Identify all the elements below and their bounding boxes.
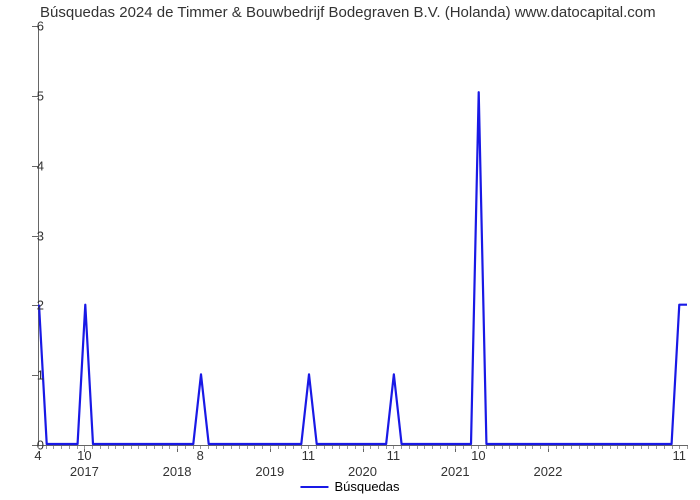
x-minor-tick: [339, 446, 340, 449]
count-label: 11: [387, 448, 401, 463]
x-minor-tick: [53, 446, 54, 449]
x-minor-tick: [363, 446, 364, 449]
x-minor-tick: [594, 446, 595, 449]
count-label: 11: [673, 448, 687, 463]
x-minor-tick: [641, 446, 642, 449]
x-minor-tick: [548, 446, 549, 449]
x-minor-tick: [239, 446, 240, 449]
x-minor-tick: [247, 446, 248, 449]
count-label: 4: [34, 448, 41, 463]
x-minor-tick: [355, 446, 356, 449]
x-minor-tick: [687, 446, 688, 449]
x-minor-tick: [162, 446, 163, 449]
x-tick-label: 2020: [348, 464, 377, 479]
x-minor-tick: [440, 446, 441, 449]
x-minor-tick: [123, 446, 124, 449]
x-minor-tick: [332, 446, 333, 449]
x-minor-tick: [278, 446, 279, 449]
x-minor-tick: [648, 446, 649, 449]
x-minor-tick: [100, 446, 101, 449]
x-minor-tick: [432, 446, 433, 449]
x-minor-tick: [556, 446, 557, 449]
x-minor-tick: [409, 446, 410, 449]
x-minor-tick: [154, 446, 155, 449]
x-minor-tick: [185, 446, 186, 449]
y-tick-label: 4: [24, 158, 44, 173]
legend-swatch: [300, 486, 328, 488]
chart-container: Búsquedas 2024 de Timmer & Bouwbedrijf B…: [0, 0, 700, 500]
count-label: 10: [471, 448, 485, 463]
x-minor-tick: [262, 446, 263, 449]
x-minor-tick: [370, 446, 371, 449]
plot-area: [38, 26, 688, 446]
x-minor-tick: [270, 446, 271, 449]
x-minor-tick: [633, 446, 634, 449]
x-minor-tick: [293, 446, 294, 449]
x-minor-tick: [61, 446, 62, 449]
x-minor-tick: [69, 446, 70, 449]
x-minor-tick: [378, 446, 379, 449]
x-minor-tick: [517, 446, 518, 449]
x-minor-tick: [347, 446, 348, 449]
x-minor-tick: [285, 446, 286, 449]
legend-label: Búsquedas: [334, 479, 399, 494]
x-minor-tick: [146, 446, 147, 449]
y-tick-label: 6: [24, 19, 44, 34]
x-minor-tick: [92, 446, 93, 449]
legend: Búsquedas: [300, 479, 399, 494]
y-tick-label: 1: [24, 368, 44, 383]
x-tick-label: 2018: [163, 464, 192, 479]
x-minor-tick: [463, 446, 464, 449]
x-minor-tick: [455, 446, 456, 449]
x-minor-tick: [216, 446, 217, 449]
x-minor-tick: [563, 446, 564, 449]
x-minor-tick: [525, 446, 526, 449]
x-minor-tick: [602, 446, 603, 449]
line-series: [39, 26, 688, 445]
x-minor-tick: [193, 446, 194, 449]
y-tick-label: 2: [24, 298, 44, 313]
x-minor-tick: [494, 446, 495, 449]
count-label: 10: [77, 448, 91, 463]
x-tick-label: 2017: [70, 464, 99, 479]
x-minor-tick: [177, 446, 178, 449]
chart-title: Búsquedas 2024 de Timmer & Bouwbedrijf B…: [40, 4, 656, 21]
x-tick-label: 2021: [441, 464, 470, 479]
x-minor-tick: [231, 446, 232, 449]
y-tick-label: 3: [24, 228, 44, 243]
x-minor-tick: [254, 446, 255, 449]
x-minor-tick: [587, 446, 588, 449]
x-minor-tick: [664, 446, 665, 449]
x-minor-tick: [625, 446, 626, 449]
x-minor-tick: [610, 446, 611, 449]
x-minor-tick: [223, 446, 224, 449]
x-minor-tick: [540, 446, 541, 449]
x-minor-tick: [656, 446, 657, 449]
x-minor-tick: [502, 446, 503, 449]
count-label: 11: [302, 448, 316, 463]
x-minor-tick: [208, 446, 209, 449]
x-minor-tick: [571, 446, 572, 449]
x-tick-label: 2019: [255, 464, 284, 479]
x-minor-tick: [532, 446, 533, 449]
x-tick-label: 2022: [533, 464, 562, 479]
x-minor-tick: [169, 446, 170, 449]
x-minor-tick: [316, 446, 317, 449]
x-minor-tick: [115, 446, 116, 449]
x-minor-tick: [579, 446, 580, 449]
x-minor-tick: [324, 446, 325, 449]
x-minor-tick: [401, 446, 402, 449]
x-minor-tick: [486, 446, 487, 449]
x-minor-tick: [447, 446, 448, 449]
y-tick-label: 5: [24, 88, 44, 103]
x-minor-tick: [617, 446, 618, 449]
count-label: 8: [197, 448, 204, 463]
x-minor-tick: [131, 446, 132, 449]
x-minor-tick: [417, 446, 418, 449]
x-minor-tick: [424, 446, 425, 449]
x-minor-tick: [509, 446, 510, 449]
x-minor-tick: [138, 446, 139, 449]
x-minor-tick: [108, 446, 109, 449]
x-minor-tick: [46, 446, 47, 449]
